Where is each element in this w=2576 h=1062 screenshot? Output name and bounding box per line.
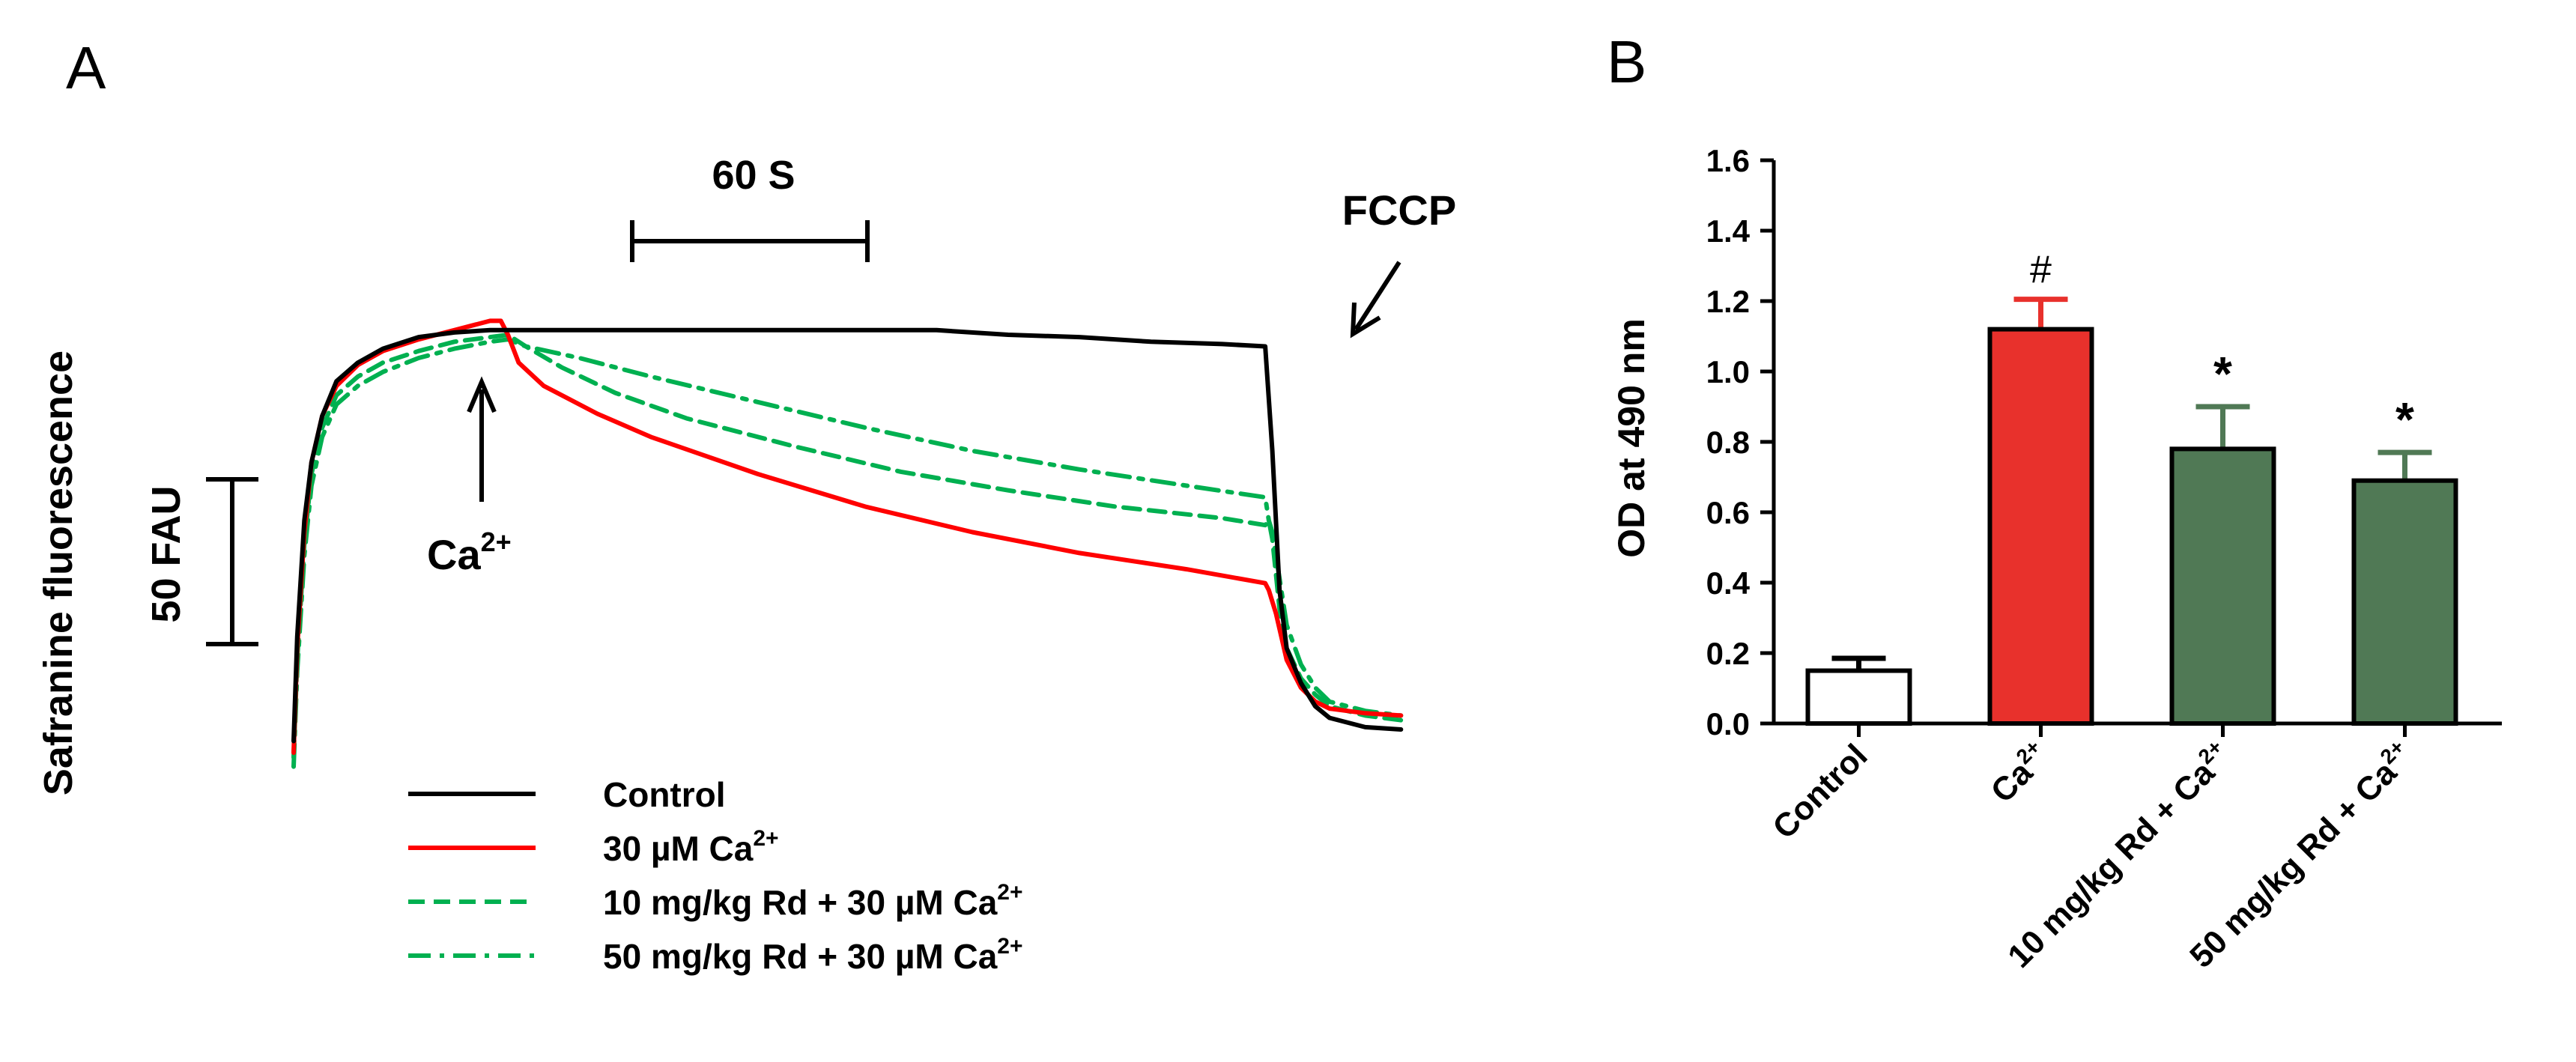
bar <box>2351 478 2458 726</box>
legend-label-text: Control <box>603 775 726 814</box>
error-bar <box>2378 449 2432 481</box>
fccp-arrow <box>1350 261 1401 339</box>
y-tick-label: 0.4 <box>1706 565 1751 601</box>
legend-label-sup: 2+ <box>997 934 1022 959</box>
time-scale-label: 60 S <box>712 153 795 198</box>
bar <box>2169 446 2276 726</box>
y-tick-label: 0.8 <box>1706 425 1750 460</box>
y-tick-label: 1.0 <box>1706 354 1750 389</box>
y-tick-label: 1.4 <box>1706 213 1751 249</box>
bar <box>1987 327 2094 726</box>
legend-label-ca30: 30 µM Ca2+ <box>603 826 779 868</box>
time-scale-bar <box>630 220 870 262</box>
y-tick-label: 0.0 <box>1706 706 1750 741</box>
significance-marker: * <box>2395 392 2414 446</box>
y-tick-label: 1.2 <box>1706 284 1750 319</box>
x-category-label: 50 mg/kg Rd + Ca2+ <box>2180 735 2420 975</box>
x-category-text: Control <box>1766 737 1874 846</box>
legend-label-control: Control <box>603 775 726 814</box>
x-category-label: Control <box>1766 737 1874 846</box>
x-category-label: Ca2+ <box>1982 735 2057 810</box>
y-tick-label: 0.2 <box>1706 636 1750 671</box>
panel-b-label: B <box>1607 28 1646 95</box>
legend-label-rd50: 50 mg/kg Rd + 30 µM Ca2+ <box>603 934 1023 976</box>
trace-rd50 <box>291 337 1404 769</box>
calcium-annotation-text: Ca <box>427 531 481 578</box>
legend-label-text: 10 mg/kg Rd + 30 µM Ca <box>603 883 998 922</box>
legend-label-text: 30 µM Ca <box>603 829 754 868</box>
panel-a-label: A <box>66 34 106 101</box>
legend-label-sup: 2+ <box>753 826 778 851</box>
x-category-text: 50 mg/kg Rd + Ca <box>2183 754 2404 975</box>
bar <box>1805 668 1912 726</box>
panel-b-bar-chart: OD at 490 nm 0.0 0.2 0.4 0.6 0.8 1.0 1.2 1.4 1.6… <box>1610 143 2502 975</box>
panel-a-trace-chart: Safranine fluorescence 50 FAU 60 S Ca2+ … <box>36 153 1456 976</box>
error-bar <box>2013 297 2068 330</box>
fluor-scale-bar <box>206 477 258 646</box>
legend-label-rd10: 10 mg/kg Rd + 30 µM Ca2+ <box>603 880 1023 922</box>
fccp-annotation: FCCP <box>1342 186 1456 234</box>
y-tick-label: 0.6 <box>1706 495 1750 530</box>
trace-rd10 <box>291 333 1404 760</box>
legend-label-sup: 2+ <box>997 880 1022 905</box>
panel-a-ylabel: Safranine fluorescence <box>36 351 81 795</box>
x-category-text: 10 mg/kg Rd + Ca <box>2001 754 2222 975</box>
significance-marker: * <box>2213 347 2232 401</box>
panel-b-ylabel: OD at 490 nm <box>1610 318 1652 558</box>
trace-control <box>291 327 1404 744</box>
fluor-scale-label: 50 FAU <box>144 485 189 622</box>
calcium-arrow <box>467 376 497 502</box>
legend-label-text: 50 mg/kg Rd + 30 µM Ca <box>603 937 998 976</box>
error-bar <box>2195 404 2250 449</box>
significance-marker: # <box>2030 249 2052 292</box>
calcium-annotation-sup: 2+ <box>481 527 512 557</box>
calcium-annotation: Ca2+ <box>427 527 512 578</box>
y-tick-label: 1.6 <box>1706 143 1750 178</box>
